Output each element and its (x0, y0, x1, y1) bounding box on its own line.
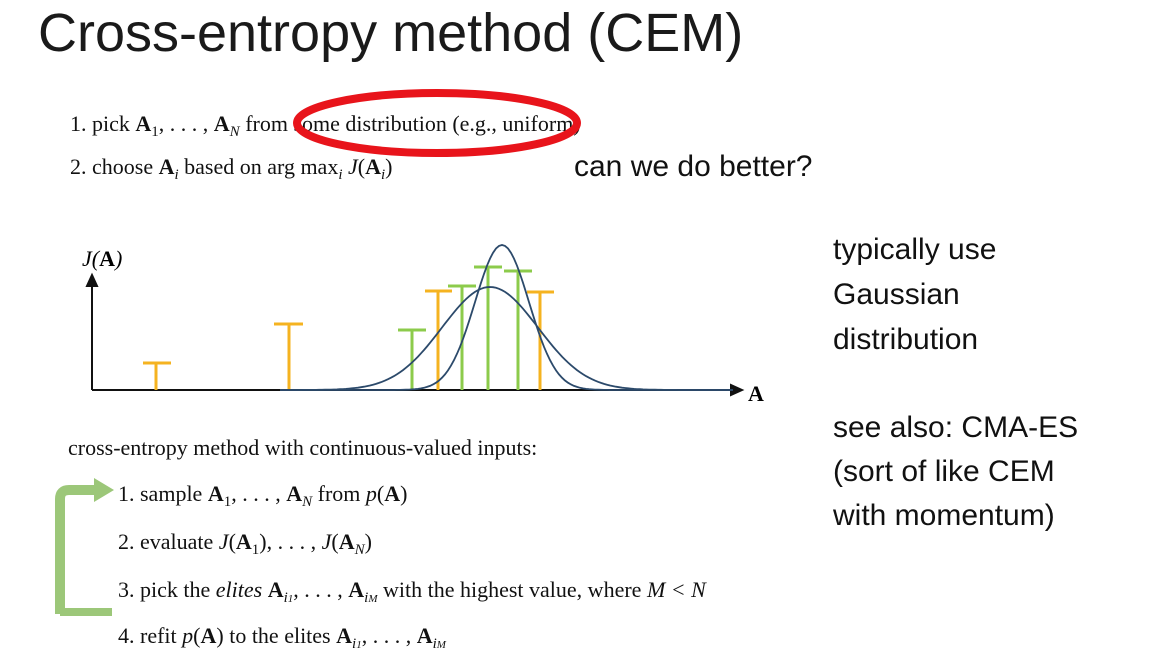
second-list-step-3: 3. pick the elites Ai1, . . . , AiM with… (118, 577, 706, 606)
slide-title: Cross-entropy method (CEM) (38, 3, 744, 63)
loop-arrow (55, 485, 94, 614)
orange-samples (143, 289, 554, 390)
side-note-gaussian: typically use Gaussian distribution (833, 233, 997, 356)
plot-axes (85, 272, 745, 397)
first-list-step-2: 2. choose Ai based on arg maxi J(Ai) (70, 154, 393, 183)
gaussian-narrow-curve (280, 244, 733, 391)
second-intro: cross-entropy method with continuous-val… (68, 435, 538, 460)
second-list-step-4: 4. refit p(A) to the elites Ai1, . . . ,… (118, 623, 446, 652)
green-samples (398, 265, 532, 390)
second-list-step-1: 1. sample A1, . . . , AN from p(A) (118, 481, 408, 510)
side-note-cma-es: see also: CMA-ES (sort of like CEM with … (833, 411, 1079, 532)
red-highlight-ellipse (293, 89, 581, 157)
second-list-step-2: 2. evaluate J(A1), . . . , J(AN) (118, 529, 372, 558)
plot-ylabel: J(A) (82, 246, 122, 271)
gaussian-wide-curve (280, 286, 733, 391)
annotation-can-we-do-better: can we do better? (574, 150, 813, 183)
loop-arrow-head (94, 478, 114, 502)
plot-xlabel: A (748, 381, 764, 406)
